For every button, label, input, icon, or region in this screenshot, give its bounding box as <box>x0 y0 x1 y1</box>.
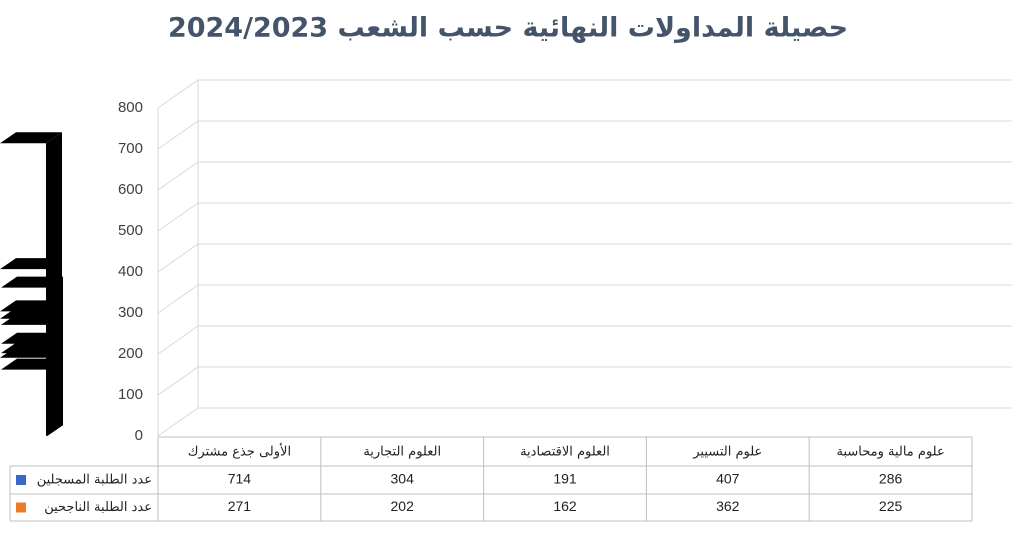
y-tick-label: 800 <box>118 99 143 116</box>
grid-line <box>157 202 1012 232</box>
table-value: 271 <box>228 498 252 514</box>
y-tick-label: 0 <box>135 427 143 444</box>
y-tick-label: 700 <box>118 140 143 157</box>
grid-line <box>157 79 1012 109</box>
y-tick-label: 500 <box>118 222 143 239</box>
bar-face <box>1 370 47 436</box>
bar-face <box>1 276 63 288</box>
grid-line <box>157 243 1012 273</box>
legend-swatch <box>16 502 26 513</box>
bar-face <box>0 307 62 319</box>
bar <box>1 332 63 436</box>
grid-line <box>157 120 1012 150</box>
y-tick-label: 300 <box>118 304 143 321</box>
bar-face <box>1 332 63 344</box>
grid-line <box>157 161 1012 191</box>
table-value: 714 <box>228 471 252 487</box>
table-value: 191 <box>553 471 577 487</box>
table-value: 162 <box>553 498 577 514</box>
bar-face <box>0 143 46 436</box>
legend-label: عدد الطلبة الناجحين <box>44 500 152 515</box>
table-value: 202 <box>391 498 415 514</box>
table-value: 362 <box>716 498 740 514</box>
chart-title: حصيلة المداولات النهائية حسب الشعب 2024/… <box>168 13 848 44</box>
y-tick-label: 400 <box>118 263 143 280</box>
x-tick-label: علوم التسيير <box>692 445 762 460</box>
x-tick-label: العلوم التجارية <box>363 445 441 460</box>
table-value: 304 <box>391 471 415 487</box>
table-value: 286 <box>879 471 903 487</box>
y-tick-label: 100 <box>118 386 143 403</box>
y-tick-label: 600 <box>118 181 143 198</box>
table-value: 225 <box>879 498 903 514</box>
grid-line <box>157 325 1012 355</box>
x-tick-label: علوم مالية ومحاسبة <box>836 445 944 460</box>
y-tick-label: 200 <box>118 345 143 362</box>
bar-face <box>47 332 63 436</box>
x-tick-label: العلوم الاقتصادية <box>520 445 610 460</box>
grid-line <box>157 366 1012 396</box>
x-tick-label: الأولى جذع مشترك <box>188 443 291 460</box>
grid-line <box>157 407 1012 437</box>
table-value: 407 <box>716 471 740 487</box>
legend-label: عدد الطلبة المسجلين <box>37 473 152 488</box>
bar-face <box>0 132 62 144</box>
legend-swatch <box>16 475 26 485</box>
bar-face <box>0 311 46 436</box>
bar-face <box>0 258 62 270</box>
grid-line <box>157 284 1012 314</box>
